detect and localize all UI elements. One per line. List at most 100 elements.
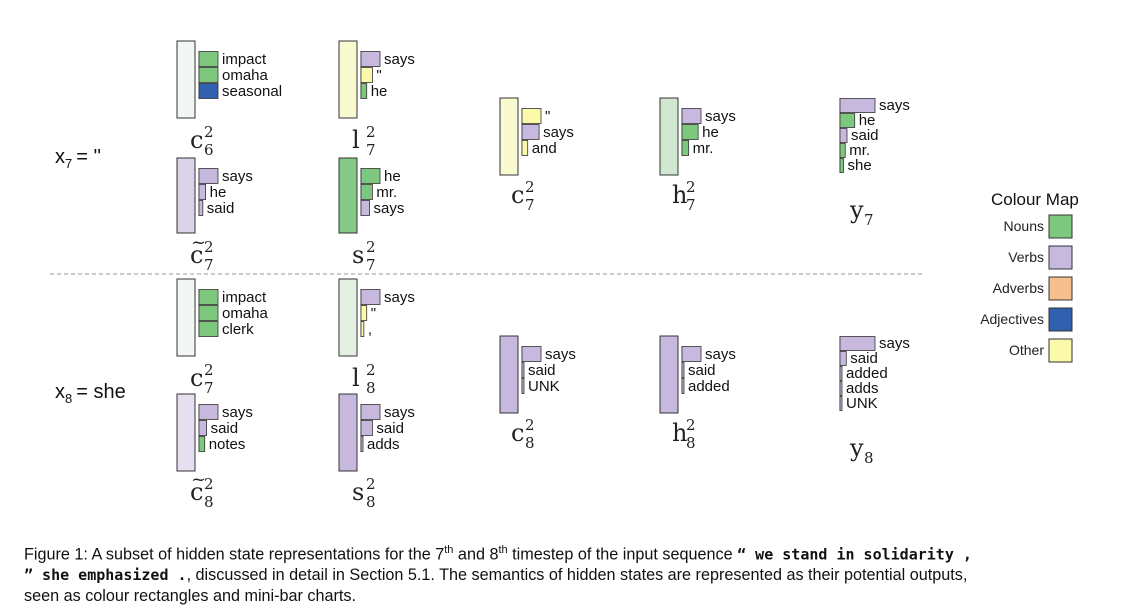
bar-label: says [384, 289, 415, 306]
state-colour-rect [338, 157, 358, 234]
state-label-sub: 7 [525, 196, 535, 214]
bar-label: " [376, 67, 381, 84]
bar-label: , [368, 321, 372, 338]
bar-label: says [879, 97, 910, 114]
state-colour-rect [338, 278, 358, 357]
state-label-base: c [511, 419, 524, 447]
state-label-sup: 2 [366, 475, 376, 493]
bar-said [681, 362, 685, 378]
bar-q [360, 67, 373, 83]
bar-label: he [702, 124, 719, 141]
state-colour-rect [176, 278, 196, 357]
state-label-sup: 2 [204, 238, 214, 256]
state-label: l [352, 126, 360, 154]
bar-label: seasonal [222, 83, 282, 100]
row-label-x8-sub: 8 [65, 391, 72, 406]
bar-label: mr. [849, 142, 870, 159]
bar-label: adds [367, 436, 400, 453]
state-label: c [190, 126, 203, 154]
state-colour-rect [499, 97, 519, 176]
bar-label: says [545, 346, 576, 363]
bar-says [360, 289, 381, 305]
bar-label: says [879, 335, 910, 352]
row-label-x7-eq: = '' [76, 146, 101, 168]
bar-q [521, 108, 542, 124]
state-label: y [849, 196, 864, 224]
bar-label: mr. [376, 184, 397, 201]
legend-label: Adverbs [993, 280, 1044, 296]
bar-he [360, 83, 368, 99]
bar-label: he [859, 112, 876, 129]
bar-mrq [360, 184, 373, 200]
bar-added [681, 378, 685, 394]
caption-mid: and 8 [453, 545, 499, 564]
state-colour-rect [659, 335, 679, 414]
state-label: c [190, 364, 203, 392]
bar-impact [198, 289, 219, 305]
bar-seasonal [198, 83, 219, 99]
bar-omaha [198, 67, 219, 83]
bar-label: says [222, 404, 253, 421]
state-label-sub: 7 [686, 196, 696, 214]
bar-label: says [384, 51, 415, 68]
caption-sup-1: th [444, 544, 454, 556]
bar-label: omaha [222, 67, 269, 84]
bar-q [360, 321, 365, 337]
bar-he [681, 124, 699, 140]
state-label-sup: 2 [204, 361, 214, 379]
bar-said [198, 200, 204, 216]
bar-notes [198, 436, 206, 452]
state-label-base: c [190, 364, 203, 392]
bar-he [839, 113, 856, 128]
bar-label: clerk [222, 321, 254, 338]
state-label-sup: 2 [525, 416, 535, 434]
legend-label: Other [1009, 342, 1044, 358]
state-label-sub: 7 [204, 379, 214, 397]
bar-label: impact [222, 289, 267, 306]
bar-label: adds [846, 380, 879, 397]
bar-label: says [384, 404, 415, 421]
bar-said [360, 420, 373, 436]
state-label-base: c [190, 126, 203, 154]
bar-added [839, 366, 843, 381]
row-label-x8: x8 = she [55, 381, 126, 406]
bar-label: UNK [528, 378, 560, 395]
state-label: c [511, 181, 524, 209]
state-label: c [190, 241, 203, 269]
state-l-7-top: says"he l 27 [338, 40, 415, 159]
legend-entry-other: Other [1009, 338, 1073, 363]
state-label-sub: 7 [366, 141, 376, 159]
state-colour-rect [659, 97, 679, 176]
bar-label: added [688, 378, 730, 395]
state-label-sup: 2 [204, 475, 214, 493]
legend-swatch [1048, 276, 1073, 301]
state-label-base: l [352, 364, 360, 392]
state-label-base: y [849, 196, 864, 224]
bar-label: said [851, 127, 879, 144]
state-label: s [352, 478, 364, 506]
state-label-base: h [672, 419, 687, 447]
legend-entry-verbs: Verbs [1008, 245, 1073, 270]
bar-label: UNK [846, 395, 878, 412]
row-label-x7: x7 = '' [55, 146, 101, 171]
state-label-sub: 7 [366, 256, 376, 274]
bar-label: added [846, 365, 888, 382]
figure-caption: Figure 1: A subset of hidden state repre… [24, 540, 1116, 607]
bar-she [839, 158, 844, 173]
state-label-sup: 2 [366, 238, 376, 256]
bar-says [521, 124, 540, 140]
state-label-sup: 2 [686, 416, 696, 434]
caption-after: timestep of the input sequence [507, 545, 738, 564]
bar-impact [198, 51, 219, 67]
bar-UNK [839, 396, 843, 411]
bar-says [198, 404, 219, 420]
legend-swatch [1048, 245, 1073, 270]
bar-label: omaha [222, 305, 269, 322]
colour-map-legend: Colour Map Nouns Verbs Adverbs Adjectives Ot… [980, 190, 1079, 363]
bar-said [198, 420, 207, 436]
state-label: h [672, 181, 687, 209]
